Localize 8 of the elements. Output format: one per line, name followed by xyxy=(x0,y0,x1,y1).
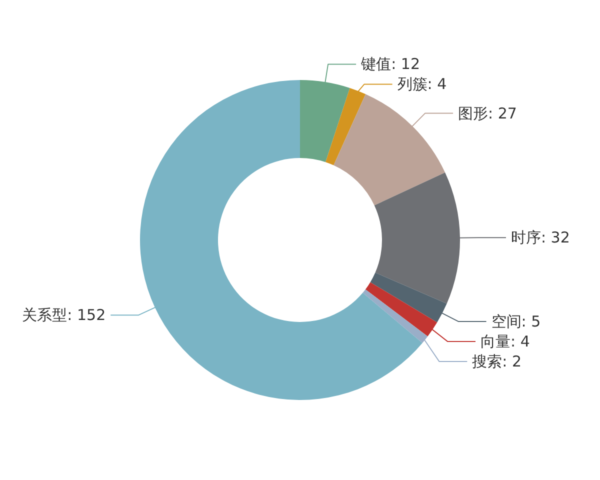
slice-label: 关系型: 152 xyxy=(22,306,106,324)
slice-label: 向量: 4 xyxy=(480,332,530,350)
slice-label: 时序: 32 xyxy=(510,228,570,247)
slice-label: 图形: 27 xyxy=(458,104,517,122)
slice-label: 空间: 5 xyxy=(491,312,541,330)
slice-label: 键值: 12 xyxy=(360,55,420,74)
slice-label: 列簇: 4 xyxy=(397,75,447,94)
slice-label: 搜索: 2 xyxy=(472,352,522,370)
